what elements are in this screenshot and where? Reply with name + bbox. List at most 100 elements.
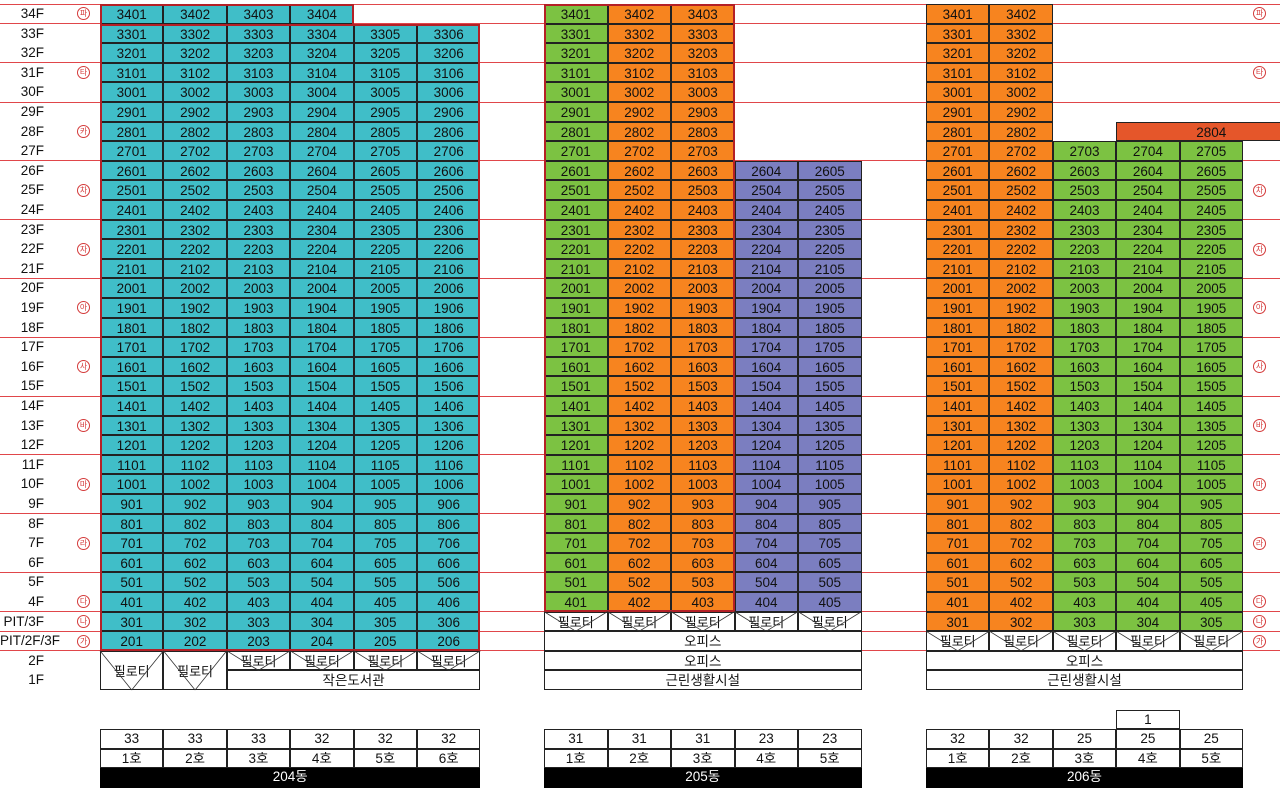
unit-cell: 2202: [989, 239, 1053, 259]
floor-label: 2F: [28, 652, 44, 668]
unit-cell: 502: [989, 572, 1053, 592]
unit-cell: 901: [926, 494, 990, 514]
unit-cell: 503: [1052, 572, 1117, 592]
unit-cell: 1902: [989, 298, 1053, 318]
unit-cell: 1801: [926, 317, 990, 338]
unit-cell: 3301: [100, 23, 164, 44]
unit-cell: 3002: [989, 82, 1053, 102]
unit-cell: 3403: [671, 4, 735, 24]
unit-cell: 1301: [100, 415, 164, 436]
unit-number-label: 5호: [1179, 748, 1243, 768]
unit-cell: 1402: [163, 396, 227, 416]
unit-cell-2804: 2804: [1116, 121, 1280, 142]
unit-number-label: 4호: [734, 748, 798, 768]
unit-cell: 3303: [226, 23, 291, 44]
floor-label: 29F: [20, 104, 44, 119]
unit-cell: 2603: [671, 160, 735, 181]
unit-cell: 1703: [1052, 337, 1117, 357]
unit-cell: 1403: [1052, 396, 1117, 416]
unit-cell: 1106: [417, 454, 481, 475]
unit-cell: 2202: [607, 239, 671, 259]
unit-cell: 2505: [1179, 180, 1243, 200]
unit-cell: 1701: [926, 337, 990, 357]
unit-cell: 2604: [734, 160, 798, 181]
unit-cell: 706: [417, 533, 481, 553]
unit-cell: 306: [417, 611, 481, 632]
unit-cell: 2902: [607, 102, 671, 122]
unit-cell: 2903: [671, 102, 735, 122]
unit-count: 25: [1179, 729, 1243, 749]
floor-label: 25F: [20, 182, 44, 198]
unit-cell: 2706: [417, 141, 481, 161]
unit-cell: 3402: [607, 4, 671, 24]
unit-cell: 2306: [417, 219, 481, 240]
unit-cell: 1003: [1052, 474, 1117, 494]
unit-cell: 2401: [544, 200, 608, 220]
unit-cell: 401: [926, 592, 990, 612]
unit-cell: 2601: [100, 160, 164, 181]
unit-cell: 301: [926, 611, 990, 632]
floor-label: 31F: [20, 64, 44, 80]
unit-cell: 304: [290, 611, 354, 632]
unit-number-label: 2호: [163, 748, 227, 768]
unit-cell: 2703: [226, 141, 291, 161]
unit-number-label: 3호: [671, 748, 735, 768]
unit-number-label: 1호: [100, 748, 164, 768]
floor-label: 12F: [20, 437, 44, 453]
unit-cell: 1004: [1116, 474, 1180, 494]
unit-cell: 1903: [1052, 298, 1117, 318]
unit-cell: 605: [798, 552, 862, 573]
floor-label: 20F: [20, 280, 44, 296]
unit-cell: 2505: [353, 180, 417, 200]
unit-cell: 1304: [734, 415, 798, 436]
unit-cell: 3006: [417, 82, 481, 102]
zone-marker: 아: [77, 301, 90, 315]
unit-cell: 902: [989, 494, 1053, 514]
unit-cell: 1903: [226, 298, 291, 318]
unit-cell: 1804: [290, 317, 354, 338]
unit-cell: 1201: [544, 435, 608, 455]
floor-label: 4F: [28, 594, 44, 609]
unit-cell: 2601: [544, 160, 608, 181]
unit-cell: 1204: [290, 435, 354, 455]
unit-cell: 2203: [226, 239, 291, 259]
floor-label: 28F: [20, 123, 44, 139]
unit-cell: 2201: [100, 239, 164, 259]
unit-cell: 206: [417, 631, 481, 651]
unit-cell: 905: [353, 494, 417, 514]
floor-label: 15F: [20, 378, 44, 394]
unit-cell: 1804: [1116, 317, 1180, 338]
unit-cell: 702: [989, 533, 1053, 553]
unit-cell: 1501: [100, 376, 164, 396]
unit-count: 33: [100, 729, 164, 749]
unit-cell: 1803: [226, 317, 291, 338]
unit-cell: 1202: [163, 435, 227, 455]
unit-cell: 2404: [734, 200, 798, 220]
unit-cell: 2404: [1116, 200, 1180, 220]
unit-cell: 601: [926, 552, 990, 573]
zone-marker: 마: [1253, 477, 1266, 491]
unit-cell: 702: [607, 533, 671, 553]
unit-cell: 704: [734, 533, 798, 553]
floor-label: 10F: [20, 476, 44, 492]
unit-cell: 2703: [671, 141, 735, 161]
piloti-cell: 필로티: [417, 650, 481, 671]
building-name: 205동: [544, 768, 862, 788]
unit-cell: 502: [163, 572, 227, 592]
unit-cell: 2102: [607, 258, 671, 279]
unit-cell: 402: [163, 592, 227, 612]
unit-cell: 902: [163, 494, 227, 514]
extra-unit-count: 1: [1116, 709, 1180, 729]
unit-cell: 1202: [989, 435, 1053, 455]
unit-cell: 2106: [417, 258, 481, 279]
unit-cell: 2602: [163, 160, 227, 181]
unit-cell: 1702: [607, 337, 671, 357]
unit-cell: 904: [734, 494, 798, 514]
unit-cell: 2103: [671, 258, 735, 279]
unit-cell: 2402: [163, 200, 227, 220]
unit-cell: 1604: [734, 356, 798, 377]
unit-cell: 1101: [544, 454, 608, 475]
piloti-cell: 필로티: [734, 611, 798, 632]
unit-cell: 901: [100, 494, 164, 514]
unit-cell: 1004: [734, 474, 798, 494]
